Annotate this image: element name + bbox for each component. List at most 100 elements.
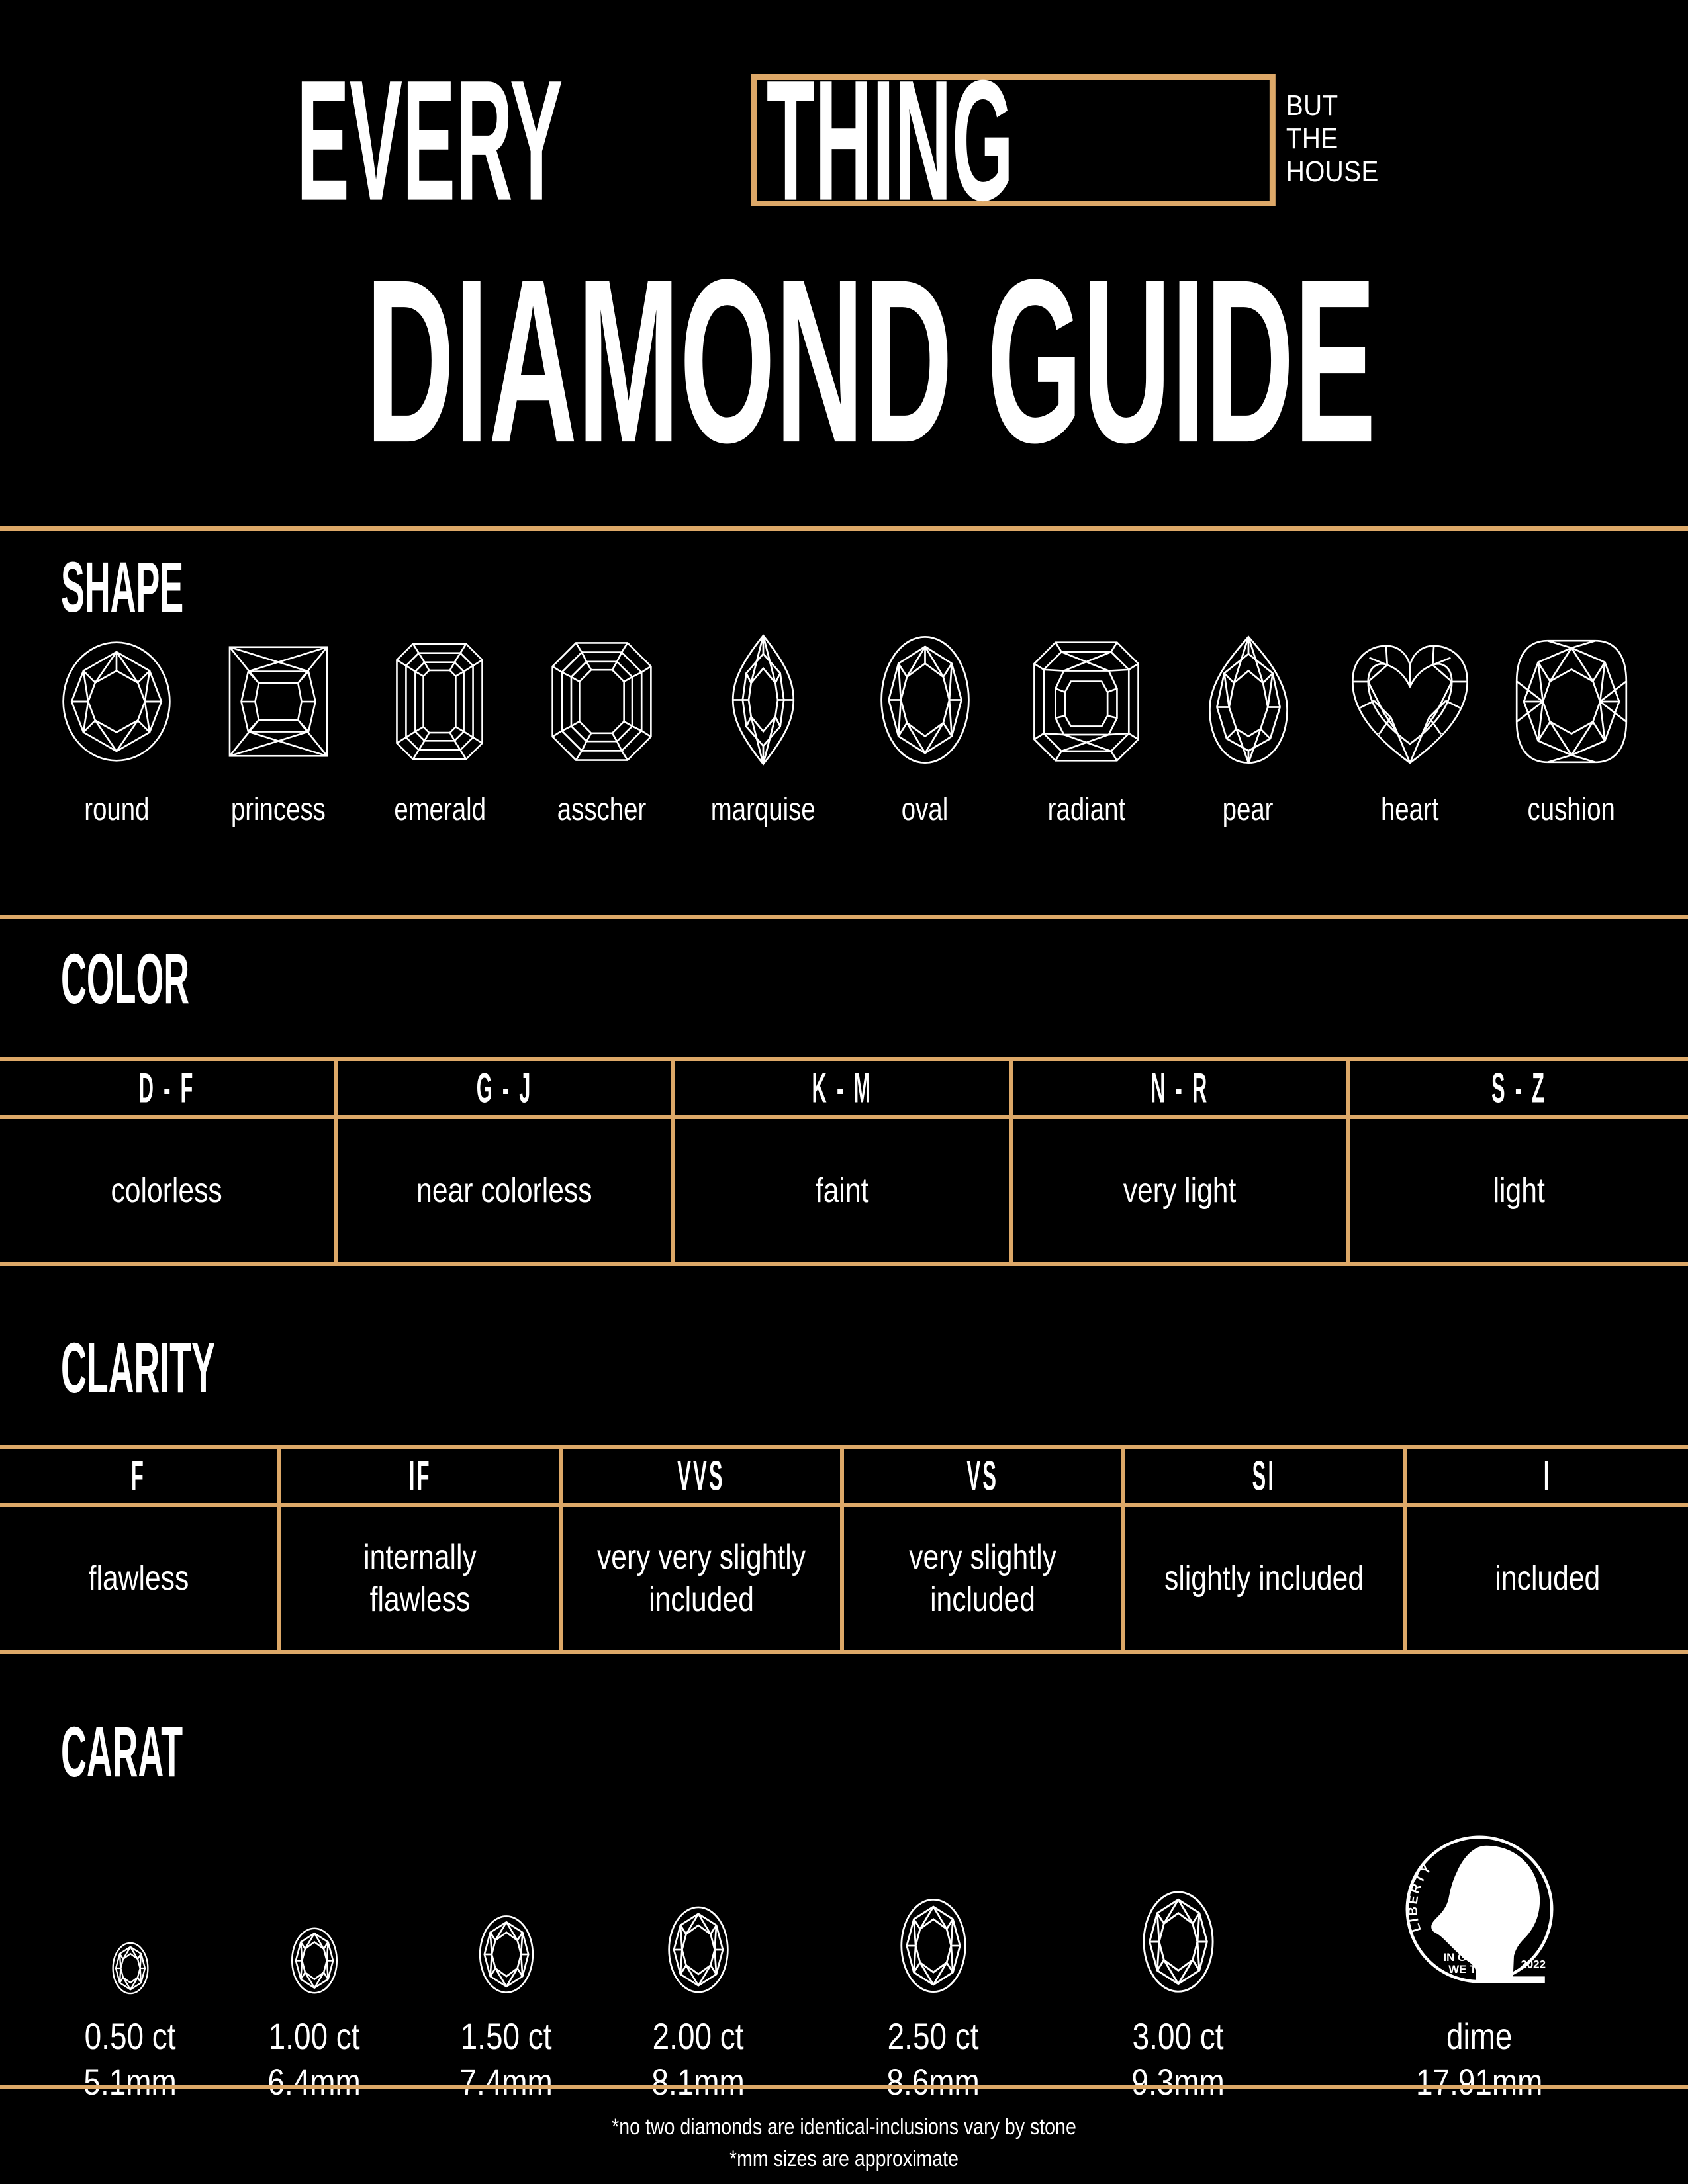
color-description-cell: light: [1493, 1171, 1546, 1210]
logo-subtext: BUT THE HOUSE: [1286, 74, 1391, 206]
section-heading-clarity: CLARITY: [61, 1328, 215, 1408]
footnote-2: *mm sizes are approximate: [729, 2146, 959, 2172]
round-diamond-icon: [890, 1896, 976, 1995]
color-table-header-row: D - F G - J K - M N - R S - Z: [0, 1057, 1688, 1119]
brand-logo: EVERY THING BUT THE HOUSE: [0, 44, 1688, 236]
shape-item-marquise[interactable]: marquise: [686, 632, 840, 826]
shape-item-oval[interactable]: oval: [848, 632, 1002, 826]
divider-color: [0, 915, 1688, 919]
carat-item-3[interactable]: 2.00 ct 8.1mm: [622, 1904, 774, 2105]
divider-top: [0, 526, 1688, 531]
clarity-description-cell: slightly included: [1125, 1507, 1407, 1650]
dime-year: 2022: [1521, 1958, 1546, 1971]
shape-item-princess[interactable]: princess: [201, 635, 355, 826]
page-title: DIAMOND GUIDE: [365, 230, 1376, 491]
carat-item-4[interactable]: 2.50 ct 8.6mm: [857, 1896, 1009, 2105]
color-description-cell: colorless: [0, 1119, 338, 1262]
carat-item-5[interactable]: 3.00 ct 9.3mm: [1102, 1888, 1254, 2105]
round-diamond-icon: [471, 1913, 542, 1995]
carat-weight: 3.00 ct: [1133, 2015, 1224, 2058]
carat-size: 8.6mm: [886, 2060, 980, 2103]
shape-label: radiant: [1047, 792, 1126, 827]
carat-labels: 2.00 ct 8.1mm: [641, 2014, 755, 2105]
carat-size: 6.4mm: [267, 2060, 361, 2103]
clarity-grade-header: VS: [844, 1449, 1125, 1503]
logo-word-thing-box: THING: [751, 54, 1276, 226]
shape-label: heart: [1380, 792, 1439, 827]
color-description-cell: near colorless: [338, 1119, 675, 1262]
carat-size-gallery: 0.50 ct 5.1mm 1.00 ct 6.4mm: [40, 1734, 1648, 2105]
carat-weight: 1.50 ct: [461, 2015, 552, 2058]
dime-motto-line1: IN GOD: [1443, 1951, 1483, 1964]
dime-coin-icon: LIBERTY IN GOD WE TRUST 2022: [1393, 1823, 1566, 1995]
carat-size: 17.91mm: [1416, 2060, 1543, 2103]
clarity-grade-header: SI: [1125, 1449, 1407, 1503]
color-description-cell: very light: [1013, 1119, 1350, 1262]
carat-weight: 1.00 ct: [269, 2015, 360, 2058]
divider-bottom: [0, 2085, 1688, 2089]
clarity-description-cell: internally flawless: [281, 1507, 563, 1650]
color-table-body-row: colorless near colorless faint very ligh…: [0, 1119, 1688, 1266]
carat-weight: 2.00 ct: [653, 2015, 744, 2058]
round-diamond-icon: [107, 1941, 154, 1995]
shape-label: emerald: [394, 792, 486, 827]
section-heading-carat: CARAT: [61, 1712, 183, 1792]
clarity-grade-header: IF: [281, 1449, 563, 1503]
carat-labels: 3.00 ct 9.3mm: [1121, 2014, 1235, 2105]
shape-item-radiant[interactable]: radiant: [1009, 635, 1163, 826]
color-description-cell: faint: [675, 1119, 1013, 1262]
shape-item-round[interactable]: round: [40, 635, 193, 826]
carat-labels: 1.50 ct 7.4mm: [449, 2014, 563, 2105]
shape-label: princess: [230, 792, 326, 827]
shape-item-pear[interactable]: pear: [1172, 632, 1325, 826]
shape-item-asscher[interactable]: asscher: [525, 635, 679, 826]
cushion-diamond-icon: [1512, 635, 1631, 768]
marquise-diamond-icon: [720, 632, 806, 768]
emerald-diamond-icon: [390, 635, 489, 768]
carat-size: 9.3mm: [1131, 2060, 1225, 2103]
clarity-grade-table: F IF VVS VS SI I flawless internally fla…: [0, 1445, 1688, 1654]
carat-weight: 2.50 ct: [888, 2015, 979, 2058]
carat-size: 8.1mm: [651, 2060, 745, 2103]
footnote-1: *no two diamonds are identical-inclusion…: [612, 2115, 1076, 2140]
carat-item-0[interactable]: 0.50 ct 5.1mm: [54, 1941, 207, 2105]
shape-item-emerald[interactable]: emerald: [363, 635, 516, 826]
dime-motto-line2: WE TRUST: [1448, 1964, 1507, 1976]
pear-diamond-icon: [1199, 632, 1298, 768]
color-grade-header: G - J: [338, 1061, 675, 1115]
clarity-table-body-row: flawless internally flawless very very s…: [0, 1507, 1688, 1654]
color-grade-header: D - F: [0, 1061, 338, 1115]
heart-diamond-icon: [1347, 639, 1473, 768]
clarity-grade-header: F: [0, 1449, 281, 1503]
shape-item-heart[interactable]: heart: [1333, 639, 1487, 826]
carat-weight: dime: [1446, 2015, 1513, 2058]
carat-weight: 0.50 ct: [85, 2015, 176, 2058]
round-diamond-icon: [1132, 1888, 1225, 1995]
clarity-grade-header: I: [1543, 1452, 1552, 1499]
carat-labels: 0.50 ct 5.1mm: [73, 2014, 187, 2105]
carat-item-1[interactable]: 1.00 ct 6.4mm: [238, 1926, 391, 2105]
round-diamond-icon: [659, 1904, 738, 1995]
princess-diamond-icon: [220, 635, 336, 768]
color-grade-header: K - M: [675, 1061, 1013, 1115]
carat-size: 5.1mm: [83, 2060, 177, 2103]
color-grade-table: D - F G - J K - M N - R S - Z colorless …: [0, 1057, 1688, 1266]
round-diamond-icon: [57, 635, 176, 768]
carat-labels: 2.50 ct 8.6mm: [876, 2014, 990, 2105]
section-heading-color: COLOR: [61, 939, 190, 1019]
shape-label: round: [83, 792, 150, 827]
shape-label: marquise: [710, 792, 816, 827]
carat-item-dime[interactable]: LIBERTY IN GOD WE TRUST 2022 dime 17.91m…: [1354, 1823, 1605, 2105]
clarity-description-cell: very slightly included: [844, 1507, 1125, 1650]
oval-diamond-icon: [874, 632, 976, 768]
clarity-description-cell: included: [1495, 1559, 1600, 1598]
svg-text:LIBERTY: LIBERTY: [1405, 1860, 1435, 1934]
clarity-grade-header: VVS: [563, 1449, 844, 1503]
clarity-table-header-row: F IF VVS VS SI I: [0, 1445, 1688, 1507]
logo-word-every: EVERY: [296, 44, 563, 236]
carat-size: 7.4mm: [459, 2060, 553, 2103]
shape-item-cushion[interactable]: cushion: [1495, 635, 1648, 826]
carat-item-2[interactable]: 1.50 ct 7.4mm: [430, 1913, 583, 2105]
section-heading-shape: SHAPE: [61, 547, 184, 627]
shape-label: asscher: [557, 792, 646, 827]
